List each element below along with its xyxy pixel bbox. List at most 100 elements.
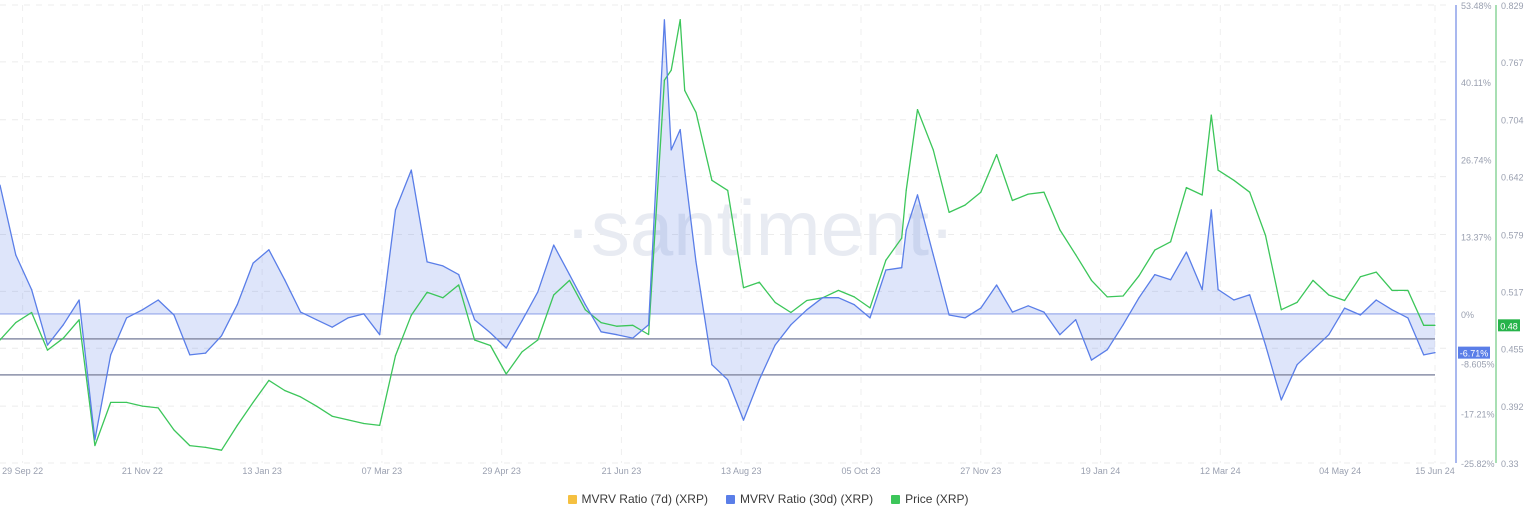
price-point [695, 111, 697, 113]
price-point [1169, 241, 1172, 243]
price-tick-label: 0.829 [1501, 1, 1524, 11]
price-point [173, 429, 175, 431]
price-point [806, 299, 808, 302]
price-point [78, 319, 80, 321]
mvrv-30d-point [1280, 399, 1282, 401]
mvrv-30d-point [94, 439, 96, 441]
price-point [331, 415, 333, 417]
price-point [299, 396, 302, 398]
price-tick-label: 0.455 [1501, 344, 1524, 354]
mvrv-30d-point [31, 289, 33, 291]
mvrv-30d-point [1328, 334, 1330, 336]
price-point [995, 154, 998, 156]
price-point [1122, 295, 1124, 297]
mvrv-30d-point [727, 379, 729, 381]
mvrv-30d-point [632, 337, 634, 339]
price-point [1210, 114, 1212, 116]
price-point [1280, 309, 1282, 311]
mvrv-30d-point [1090, 359, 1093, 361]
mvrv-30d-point [1210, 209, 1212, 211]
price-point [1328, 294, 1330, 296]
price-point [647, 333, 650, 336]
price-point [125, 401, 128, 404]
mvrv-30d-point [268, 249, 270, 251]
mvrv-30d-point [284, 279, 286, 281]
mvrv-30d-point [679, 129, 681, 131]
mvrv-30d-point [489, 332, 491, 334]
mvrv-30d-point [220, 335, 223, 337]
legend: MVRV Ratio (7d) (XRP) MVRV Ratio (30d) (… [0, 492, 1536, 506]
mvrv-30d-point [1434, 352, 1436, 354]
price-point [932, 149, 934, 151]
mvrv-30d-point [315, 319, 317, 321]
price-tick-label: 0.642 [1501, 173, 1524, 183]
legend-item-price[interactable]: Price (XRP) [891, 492, 968, 506]
price-point [670, 69, 672, 71]
legend-label: MVRV Ratio (30d) (XRP) [739, 492, 874, 506]
price-point [905, 189, 907, 192]
mvrv-30d-point [1027, 305, 1029, 307]
x-tick-label: 21 Jun 23 [602, 466, 642, 476]
legend-swatch-mvrv-30d [725, 494, 735, 504]
legend-item-mvrv-30d[interactable]: MVRV Ratio (30d) (XRP) [725, 492, 874, 506]
mvrv-30d-point [379, 334, 381, 336]
mvrv-30d-point [1122, 324, 1124, 326]
mvrv-30d-point [1201, 289, 1203, 291]
price-point [568, 279, 571, 281]
price-point [663, 79, 665, 81]
mvrv-30d-point [742, 419, 745, 421]
mvrv-30d-point [331, 326, 333, 328]
mvrv-tick-label: 26.74% [1461, 155, 1492, 165]
price-point [1217, 169, 1219, 171]
mvrv-30d-point [78, 299, 80, 301]
price-point [901, 237, 903, 239]
mvrv-30d-point [1312, 349, 1314, 351]
price-last-value: 0.48 [1500, 321, 1518, 331]
price-point [458, 284, 460, 286]
price-point [252, 401, 254, 404]
price-point [1312, 279, 1314, 281]
mvrv-30d-point [1391, 309, 1393, 311]
price-tick-label: 0.392 [1501, 402, 1524, 412]
mvrv-30d-point [1043, 311, 1045, 313]
mvrv-30d-point [110, 354, 112, 356]
price-point [505, 373, 507, 375]
mvrv-30d-point [1154, 274, 1156, 276]
mvrv-30d-point [521, 320, 523, 322]
price-point [1185, 187, 1188, 189]
price-point [1249, 191, 1251, 193]
mvrv-tick-label: 0% [1461, 310, 1474, 320]
price-point [584, 309, 586, 311]
mvrv-tick-label: -8.605% [1461, 360, 1495, 370]
legend-swatch-mvrv-7d [567, 494, 577, 504]
price-tick-label: 0.704 [1501, 116, 1524, 126]
legend-label: MVRV Ratio (7d) (XRP) [581, 492, 708, 506]
price-point [853, 296, 855, 298]
mvrv-30d-point [426, 261, 428, 263]
price-points [0, 19, 1436, 451]
mvrv-30d-point [394, 209, 397, 211]
mvrv-30d-area [0, 19, 1435, 440]
mvrv-tick-label: 13.37% [1461, 233, 1492, 243]
price-point [1043, 191, 1045, 193]
mvrv-30d-point [1106, 349, 1108, 351]
price-point [684, 89, 686, 91]
price-point [616, 325, 618, 327]
mvrv-30d-point [853, 304, 855, 306]
mvrv-30d-point [1075, 319, 1077, 321]
legend-item-mvrv-7d[interactable]: MVRV Ratio (7d) (XRP) [567, 492, 708, 506]
mvrv-30d-point [901, 267, 903, 269]
price-point [632, 324, 634, 326]
mvrv-tick-label: 53.48% [1461, 1, 1492, 11]
x-tick-label: 12 Mar 24 [1200, 466, 1241, 476]
x-tick-label: 05 Oct 23 [841, 466, 880, 476]
mvrv-30d-point [1011, 311, 1014, 313]
x-tick-label: 29 Sep 22 [2, 466, 43, 476]
mvrv-30d-point [758, 379, 760, 381]
price-point [489, 344, 491, 347]
price-point [1201, 194, 1203, 196]
price-point [46, 349, 49, 351]
mvrv-tick-label: -25.82% [1461, 459, 1495, 469]
price-point [758, 281, 760, 283]
price-point [379, 424, 381, 426]
